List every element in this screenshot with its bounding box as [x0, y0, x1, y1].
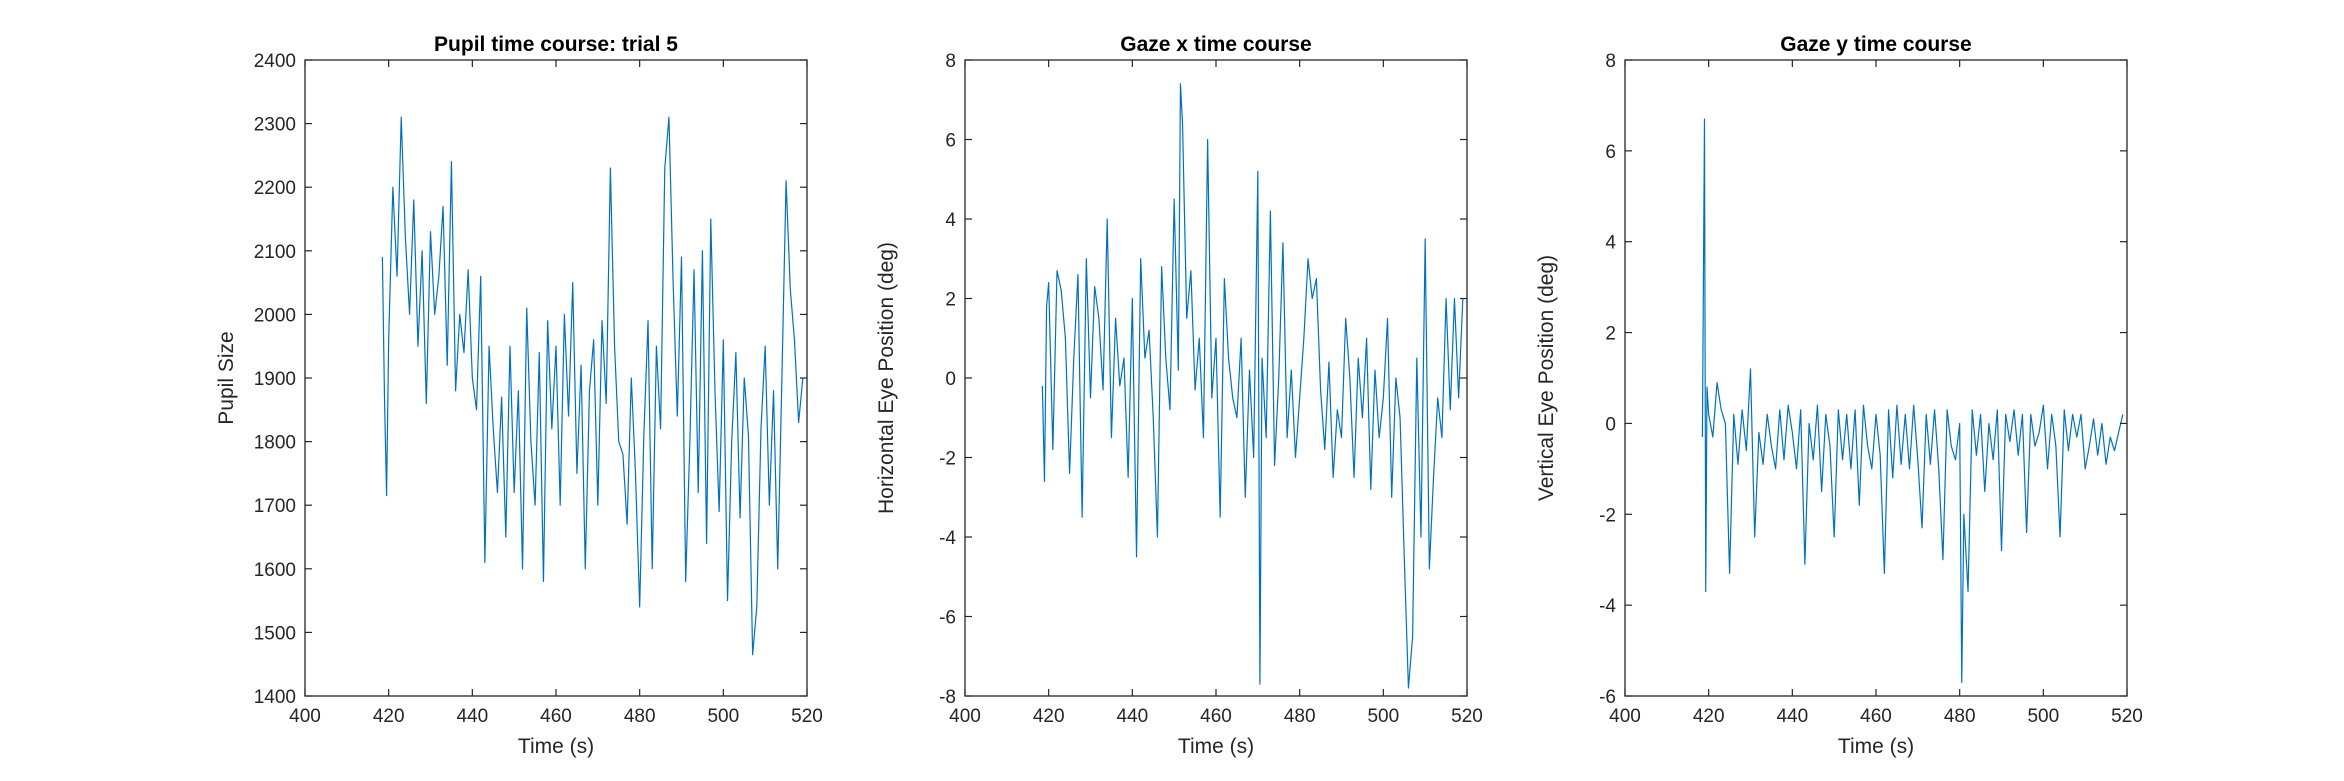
x-tick-label: 460 [1200, 706, 1232, 727]
y-tick-label: 1700 [254, 496, 296, 517]
x-tick-label: 520 [1451, 706, 1483, 727]
x-tick-label: 480 [624, 706, 656, 727]
y-tick-label: 6 [1605, 142, 1616, 163]
y-tick-label: -6 [1599, 687, 1616, 708]
axes-frame [304, 59, 808, 697]
x-tick-label: 420 [1693, 706, 1725, 727]
x-axis-label: Time (s) [1178, 735, 1254, 758]
y-tick-label: 1500 [254, 623, 296, 644]
y-tick-label: 8 [945, 51, 956, 72]
y-tick-label: 2000 [254, 305, 296, 326]
y-tick-label: 4 [1605, 233, 1616, 254]
x-tick-label: 460 [540, 706, 572, 727]
chart-title: Gaze x time course [1120, 33, 1311, 56]
y-tick-label: 8 [1605, 51, 1616, 72]
y-axis-label: Horizontal Eye Position (deg) [875, 242, 898, 514]
x-tick-label: 420 [1033, 706, 1065, 727]
y-axis-label: Vertical Eye Position (deg) [1535, 255, 1558, 501]
y-tick-label: 6 [945, 131, 956, 152]
data-series-line [1701, 118, 2124, 683]
y-tick-label: 2 [945, 290, 956, 311]
chart-title: Pupil time course: trial 5 [434, 33, 678, 56]
y-tick-label: 1600 [254, 560, 296, 581]
y-tick-label: 0 [1605, 414, 1616, 435]
x-tick-label: 500 [707, 706, 739, 727]
x-tick-label: 440 [1776, 706, 1808, 727]
x-tick-label: 500 [1367, 706, 1399, 727]
data-series-line [381, 116, 804, 656]
y-tick-label: -2 [939, 449, 956, 470]
x-tick-label: 460 [1860, 706, 1892, 727]
y-tick-label: -4 [1599, 596, 1616, 617]
axes-frame [964, 59, 1468, 697]
chart-title: Gaze y time course [1780, 33, 1971, 56]
y-tick-label: 2400 [254, 51, 296, 72]
x-tick-label: 420 [373, 706, 405, 727]
y-tick-label: -8 [939, 687, 956, 708]
y-axis-label: Pupil Size [215, 331, 238, 424]
x-axis-label: Time (s) [1838, 735, 1914, 758]
x-tick-label: 520 [2111, 706, 2143, 727]
y-tick-label: -2 [1599, 505, 1616, 526]
x-tick-label: 480 [1944, 706, 1976, 727]
gaze-x-plot: 400 420 440 460 480 500 520 -8 -6 -4 -2 0 2 4 6 8 Gaze x… [875, 33, 1483, 758]
axes-frame [1624, 59, 2128, 697]
y-tick-label: -4 [939, 528, 956, 549]
y-tick-label: 1900 [254, 369, 296, 390]
data-series-line [1041, 83, 1464, 689]
y-tick-label: 2200 [254, 178, 296, 199]
x-tick-label: 440 [456, 706, 488, 727]
y-tick-label: 4 [945, 210, 956, 231]
pupil-size-plot: 400 420 440 460 480 500 520 1400 1500 1600 1700 180… [215, 33, 823, 758]
gaze-y-plot: 400 420 440 460 480 500 520 -6 -4 -2 0 2 4 6 8 Gaze y t… [1535, 33, 2143, 758]
x-tick-label: 480 [1284, 706, 1316, 727]
x-tick-label: 500 [2027, 706, 2059, 727]
x-tick-label: 400 [949, 706, 981, 727]
x-tick-label: 400 [289, 706, 321, 727]
x-tick-label: 520 [791, 706, 823, 727]
y-tick-label: 1800 [254, 433, 296, 454]
x-tick-label: 440 [1116, 706, 1148, 727]
y-tick-label: 1400 [254, 687, 296, 708]
y-tick-label: -6 [939, 608, 956, 629]
y-tick-label: 2 [1605, 324, 1616, 345]
x-axis-label: Time (s) [518, 735, 594, 758]
y-tick-label: 0 [945, 369, 956, 390]
y-tick-label: 2100 [254, 242, 296, 263]
y-tick-label: 2300 [254, 115, 296, 136]
x-tick-label: 400 [1609, 706, 1641, 727]
